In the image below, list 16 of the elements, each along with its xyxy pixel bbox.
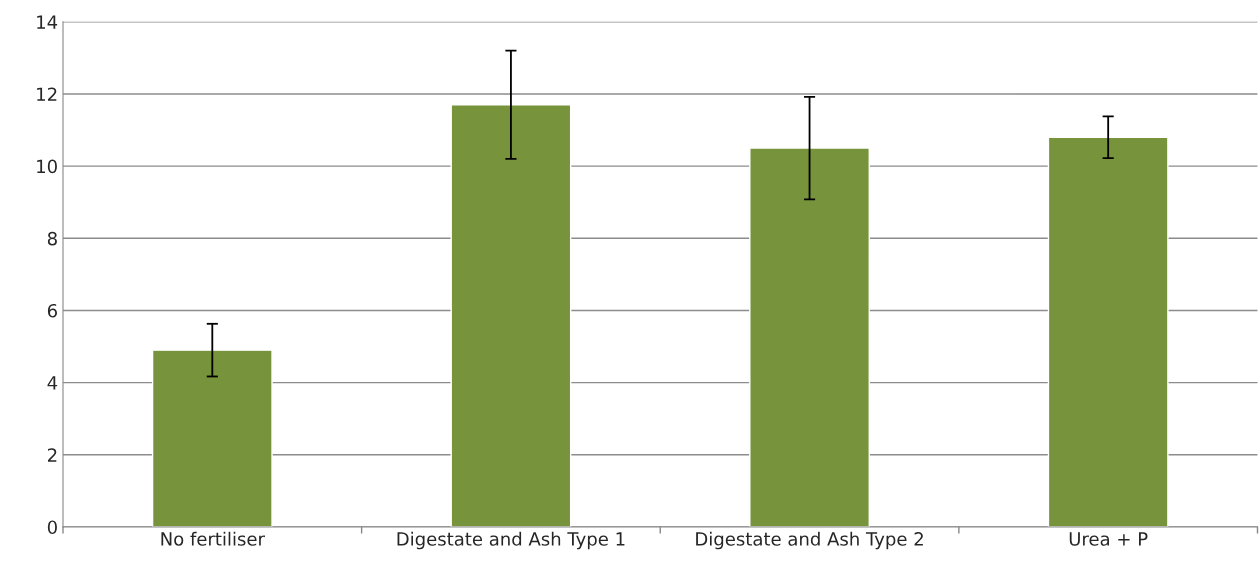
x-tick-label: No fertiliser [161,531,265,546]
y-tick-label: 8 [47,231,57,246]
y-tick-label: 10 [37,159,57,174]
x-tick-label: Urea + P [1069,532,1148,546]
y-tick-label: 0 [47,520,57,535]
bar [450,104,572,527]
y-tick-label: 14 [37,15,58,29]
x-tick-label: Digestate and Ash Type 2 [696,531,923,550]
bar [1047,136,1169,527]
y-tick-label: 2 [47,448,57,462]
bar [151,349,273,527]
y-tick-label: 6 [47,303,57,318]
y-tick-label: 12 [37,87,57,101]
bar [749,147,870,527]
x-tick-label: Digestate and Ash Type 1 [397,531,625,550]
y-tick-label: 4 [47,376,58,390]
